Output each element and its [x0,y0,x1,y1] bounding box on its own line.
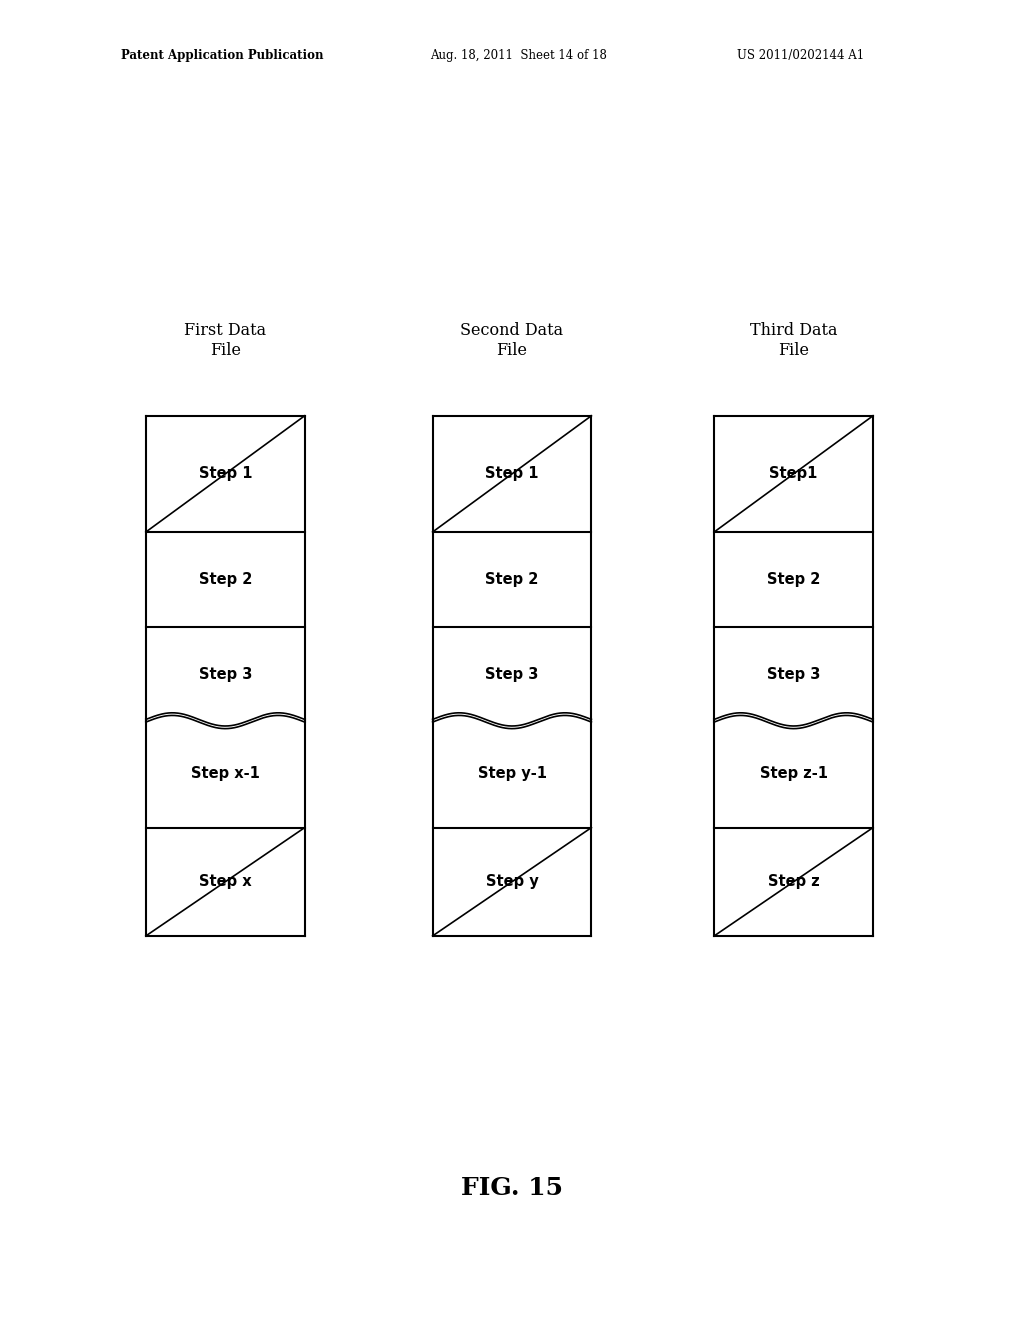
Text: Step 3: Step 3 [485,667,539,682]
Text: First Data
File: First Data File [184,322,266,359]
Text: Step 1: Step 1 [485,466,539,482]
Text: Second Data
File: Second Data File [461,322,563,359]
Text: Step z-1: Step z-1 [760,766,827,781]
Text: Third Data
File: Third Data File [750,322,838,359]
Text: Step1: Step1 [769,466,818,482]
Text: Aug. 18, 2011  Sheet 14 of 18: Aug. 18, 2011 Sheet 14 of 18 [430,49,607,62]
Text: Step 3: Step 3 [199,667,252,682]
Text: Step x: Step x [199,874,252,890]
Text: Step 2: Step 2 [767,572,820,587]
Text: Step y-1: Step y-1 [477,766,547,781]
Text: Step 2: Step 2 [485,572,539,587]
Text: Step z: Step z [768,874,819,890]
Text: FIG. 15: FIG. 15 [461,1176,563,1200]
Text: Step 3: Step 3 [767,667,820,682]
Text: US 2011/0202144 A1: US 2011/0202144 A1 [737,49,864,62]
Text: Step 2: Step 2 [199,572,252,587]
Text: Step 1: Step 1 [199,466,252,482]
Text: Step y: Step y [485,874,539,890]
Text: Patent Application Publication: Patent Application Publication [121,49,324,62]
Text: Step x-1: Step x-1 [190,766,260,781]
